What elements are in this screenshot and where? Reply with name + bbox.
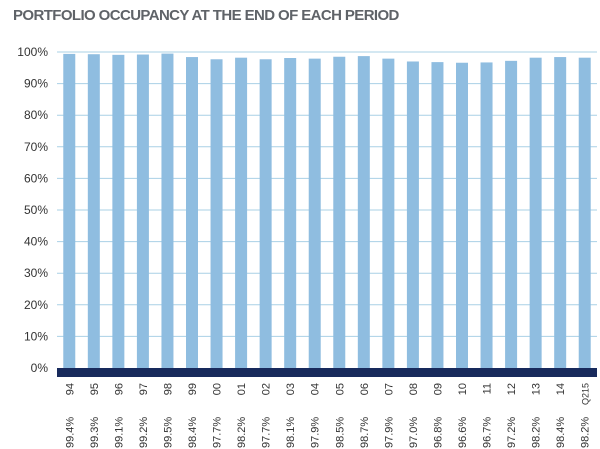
bar: [406, 61, 419, 368]
y-tick-label: 40%: [24, 235, 48, 249]
value-label: 96.7%: [482, 417, 494, 448]
value-label: 97.9%: [310, 417, 322, 448]
x-tick-label: 03: [285, 383, 297, 395]
value-label: 99.2%: [138, 417, 150, 448]
bar: [284, 58, 297, 369]
value-labels: 99.4% 99.3% 99.1% 99.2% 99.5% 98.4% 97.7% 98.2%…: [64, 417, 591, 448]
x-tick-label: 07: [383, 383, 395, 395]
value-label: 98.2%: [580, 417, 592, 448]
x-tick-label: 95: [89, 383, 101, 395]
value-label: 98.4%: [555, 417, 567, 448]
value-label: 97.7%: [212, 417, 224, 448]
bar: [357, 56, 370, 368]
value-label: 96.8%: [432, 417, 444, 448]
bar: [161, 53, 174, 369]
x-tick-label: 04: [310, 383, 322, 395]
bar: [308, 58, 321, 369]
y-tick-label: 80%: [24, 108, 48, 122]
bar: [259, 59, 272, 368]
y-tick-label: 100%: [17, 45, 48, 59]
bar: [136, 54, 149, 368]
y-tick-label: 70%: [24, 140, 48, 154]
value-label: 96.6%: [457, 417, 469, 448]
bar: [578, 57, 591, 369]
bars: [63, 53, 591, 369]
bar: [480, 62, 493, 368]
value-label: 98.2%: [531, 417, 543, 448]
x-tick-label: 01: [236, 383, 248, 395]
bar: [210, 59, 223, 368]
y-tick-label: 30%: [24, 266, 48, 280]
bar: [382, 58, 395, 369]
value-label: 98.2%: [236, 417, 248, 448]
bar: [186, 57, 198, 368]
value-label: 98.5%: [334, 417, 346, 448]
y-tick-label: 60%: [24, 171, 48, 185]
value-label: 98.7%: [359, 417, 371, 448]
bar: [554, 57, 567, 368]
x-tick-label: Q215: [581, 383, 591, 405]
x-tick-label: 13: [531, 383, 543, 395]
x-tick-label: 14: [555, 383, 567, 395]
x-tick-label: 10: [457, 383, 469, 395]
x-tick-label: 99: [187, 383, 199, 395]
bar: [87, 54, 100, 368]
y-tick-label: 90%: [24, 77, 48, 91]
bar: [333, 56, 346, 369]
bar: [63, 53, 76, 369]
value-label: 97.9%: [383, 417, 395, 448]
chart-title: PORTFOLIO OCCUPANCY AT THE END OF EACH P…: [13, 7, 399, 24]
value-label: 99.5%: [162, 417, 174, 448]
bar: [505, 60, 518, 369]
bar: [431, 62, 444, 368]
value-label: 98.4%: [187, 417, 199, 448]
x-tick-label: 97: [138, 383, 150, 395]
x-axis-ticks: 94 95 96 97 98 99 00 01 02 03 04 05 06 07 08 09 10 11 12 13…: [64, 383, 590, 405]
axis-baseline: [57, 368, 597, 377]
x-tick-label: 00: [212, 383, 224, 395]
bar: [235, 57, 248, 369]
x-tick-label: 08: [408, 383, 420, 395]
x-tick-label: 06: [359, 383, 371, 395]
value-label: 97.7%: [261, 417, 273, 448]
y-tick-label: 10%: [24, 329, 48, 343]
bar: [456, 62, 468, 369]
value-label: 99.4%: [64, 417, 76, 448]
x-tick-label: 12: [506, 383, 518, 395]
value-label: 97.0%: [408, 417, 420, 448]
x-tick-label: 02: [261, 383, 273, 395]
value-label: 99.1%: [113, 417, 125, 448]
y-tick-label: 0%: [31, 361, 49, 375]
x-tick-label: 98: [162, 383, 174, 395]
x-tick-label: 11: [482, 383, 494, 394]
bar: [529, 57, 542, 369]
baseline: [57, 368, 597, 377]
x-tick-label: 05: [334, 383, 346, 395]
x-tick-label: 09: [432, 383, 444, 395]
y-tick-label: 50%: [24, 203, 48, 217]
x-tick-label: 96: [113, 383, 125, 395]
value-label: 98.1%: [285, 417, 297, 448]
bar: [112, 54, 125, 369]
y-axis-ticks: 0% 10% 20% 30% 40% 50% 60% 70% 80% 90% 100%: [17, 45, 48, 375]
x-tick-label: 94: [64, 383, 76, 395]
value-label: 97.2%: [506, 417, 518, 448]
value-label: 99.3%: [89, 417, 101, 448]
y-tick-label: 20%: [24, 298, 48, 312]
